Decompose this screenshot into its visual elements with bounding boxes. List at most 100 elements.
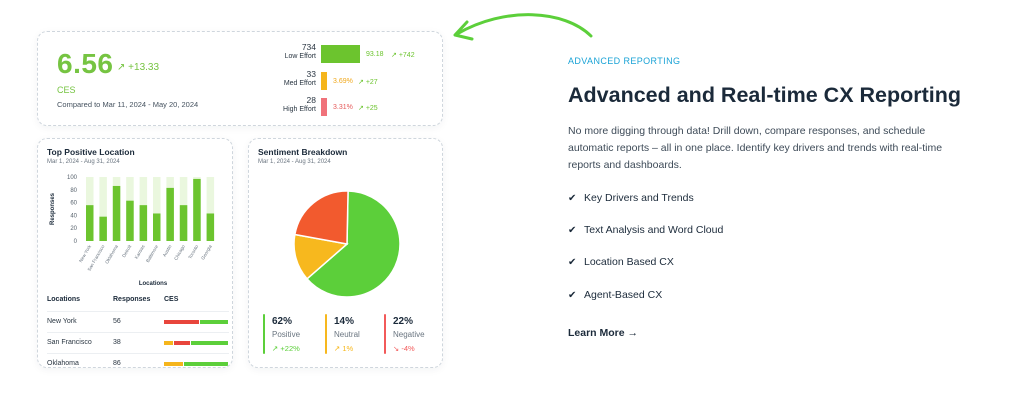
row-responses: 56 [113, 318, 121, 325]
pie-slice-positive [306, 190, 401, 298]
y-axis-label: Responses [50, 192, 56, 225]
bar-track [206, 177, 215, 241]
effort-change: ↗ +27 [358, 79, 378, 86]
effort-count: 33 [306, 69, 316, 79]
ces-split-segment [190, 341, 228, 345]
checkmark-icon: ✔ [568, 257, 577, 268]
row-location: Oklahoma [47, 360, 79, 367]
table-header-responses: Responses [113, 296, 151, 303]
y-tick-label: 100 [67, 175, 78, 181]
row-ces-bar [164, 341, 228, 345]
sentiment-breakdown-card: Sentiment Breakdown Mar 1, 2024 - Aug 31… [248, 138, 443, 368]
row-location: San Francisco [47, 339, 92, 346]
ces-summary-card: 6.56 ↗ +13.33 CES Compared to Mar 11, 20… [37, 31, 443, 126]
stat-change: ↗ 1% [334, 344, 354, 353]
effort-change: ↗ +742 [391, 52, 415, 59]
y-tick-label: 20 [70, 226, 77, 232]
trend-up-icon: ↗ [272, 344, 279, 353]
ces-compare-range: Compared to Mar 11, 2024 - May 20, 2024 [57, 100, 199, 109]
ces-split-segment [183, 362, 228, 366]
sentiment-stat-negative: 22% Negative ↘ -4% [384, 314, 439, 354]
table-row[interactable]: San Francisco 38 [47, 332, 229, 352]
stat-label: Neutral [334, 330, 360, 339]
bar-track [99, 177, 107, 241]
x-axis-label: Locations [139, 281, 168, 287]
checkmark-icon: ✔ [568, 290, 577, 301]
stat-label: Positive [272, 330, 301, 339]
feature-item: ✔ Location Based CX [568, 256, 674, 268]
ces-score-delta: ↗ +13.33 [117, 62, 160, 73]
x-tick-label: Georgia [200, 244, 213, 261]
stat-color-line [384, 314, 386, 354]
effort-pct: 3.69% [333, 78, 353, 85]
learn-more-link[interactable]: Learn More → [568, 327, 639, 339]
stat-color-line [263, 314, 265, 354]
sentiment-stat-neutral: 14% Neutral ↗ 1% [325, 314, 380, 354]
bar [99, 216, 107, 241]
effort-pct: 3.31% [333, 104, 353, 111]
stat-pct: 22% [393, 316, 414, 327]
bar [153, 213, 161, 241]
x-tick-label: Baltimore [145, 244, 159, 264]
row-ces-bar [164, 362, 228, 366]
row-ces-bar [164, 320, 228, 324]
sentiment-pie-chart [293, 190, 401, 298]
feature-item: ✔ Key Drivers and Trends [568, 192, 694, 204]
y-tick-label: 0 [74, 239, 78, 245]
stat-label: Negative [393, 330, 425, 339]
trend-up-icon: ↗ [358, 105, 364, 112]
x-tick-label: Toronto [187, 244, 199, 260]
effort-bar [321, 45, 360, 63]
y-tick-label: 40 [70, 213, 77, 219]
effort-row-high: 28 High Effort 3.31% ↗ +25 [264, 95, 440, 119]
table-row[interactable]: New York 56 [47, 311, 229, 331]
x-tick-label: Chicago [173, 244, 186, 261]
ces-split-segment [164, 362, 183, 366]
bar-track [153, 177, 161, 241]
table-row[interactable]: Oklahoma 86 [47, 353, 229, 367]
top-positive-location-card: Top Positive Location Mar 1, 2024 - Aug … [37, 138, 233, 368]
table-header-locations: Locations [47, 296, 81, 303]
effort-pct: 93.18 [366, 51, 384, 58]
ces-split-segment [174, 341, 190, 345]
effort-count: 28 [306, 95, 316, 105]
effort-label: Low Effort [284, 53, 316, 60]
trend-up-icon: ↗ [391, 52, 397, 59]
effort-change: ↗ +25 [358, 105, 378, 112]
feature-item: ✔ Text Analysis and Word Cloud [568, 224, 724, 236]
table-header-ces: CES [164, 296, 179, 303]
section-eyebrow: ADVANCED REPORTING [568, 56, 681, 66]
curved-arrow-icon [453, 13, 593, 41]
feature-item: ✔ Agent-Based CX [568, 289, 663, 301]
ces-split-segment [199, 320, 228, 324]
stat-color-line [325, 314, 327, 354]
y-tick-label: 80 [70, 188, 77, 194]
section-description: No more digging through data! Drill down… [568, 125, 943, 171]
bar [166, 187, 174, 241]
x-tick-label: Austin [162, 244, 173, 258]
ces-score-value: 6.56 [57, 48, 114, 79]
bar [179, 205, 188, 241]
bar [86, 205, 94, 241]
effort-count: 734 [301, 42, 316, 52]
pie-slice-negative [293, 190, 349, 245]
section-headline: Advanced and Real-time CX Reporting [568, 83, 962, 107]
trend-up-icon: ↗ [117, 62, 126, 73]
effort-row-low: 734 Low Effort 93.18 ↗ +742 [264, 42, 440, 66]
bar [193, 178, 201, 241]
sentiment-stat-positive: 62% Positive ↗ +22% [263, 314, 318, 354]
trend-down-icon: ↘ [393, 344, 400, 353]
card-title: Top Positive Location [47, 147, 135, 157]
bar [126, 200, 134, 241]
ces-split-segment [164, 320, 199, 324]
checkmark-icon: ✔ [568, 193, 577, 204]
stat-pct: 14% [334, 316, 355, 327]
trend-up-icon: ↗ [334, 344, 341, 353]
stat-change: ↘ -4% [393, 344, 415, 353]
bar [206, 213, 215, 241]
checkmark-icon: ✔ [568, 225, 577, 236]
card-date-range: Mar 1, 2024 - Aug 31, 2024 [258, 159, 331, 165]
x-tick-label: Detroit [121, 243, 132, 258]
row-location: New York [47, 318, 77, 325]
